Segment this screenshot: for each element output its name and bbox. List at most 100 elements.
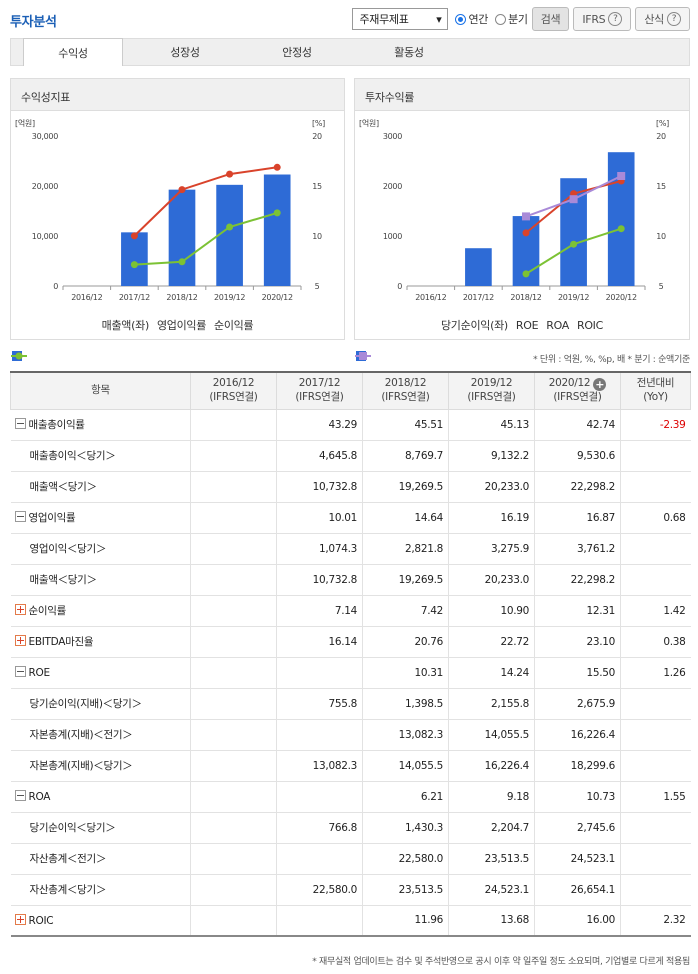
ifrs-help-button[interactable]: IFRS ?: [573, 7, 632, 31]
table-cell: 14,055.5: [448, 719, 535, 751]
yoy-cell: [620, 874, 691, 906]
legend-item[interactable]: ROIC: [355, 317, 603, 360]
panel-title: 수익성지표: [11, 79, 344, 111]
legend-label: 순이익률: [214, 319, 254, 332]
col-period: 2017/12 (IFRS연결): [276, 371, 363, 410]
search-button-label: 검색: [540, 13, 561, 26]
y-left-tick: 0: [53, 282, 58, 291]
table-cell: 11.96: [362, 905, 449, 937]
table-cell: [190, 471, 277, 503]
legend-label: ROE: [515, 318, 539, 332]
legend-item[interactable]: 매출액(좌): [12, 317, 149, 361]
yoy-cell: [620, 688, 691, 720]
tab-activity[interactable]: 활동성: [394, 46, 424, 59]
table-cell: 1,398.5: [362, 688, 449, 720]
formula-help-button[interactable]: 산식 ?: [635, 7, 690, 31]
bar: [121, 232, 148, 286]
collapse-icon[interactable]: [14, 418, 26, 429]
table-cell: [190, 626, 277, 658]
table-cell: 20,233.0: [448, 471, 535, 503]
line-point: [522, 229, 530, 237]
expand-icon[interactable]: [14, 913, 26, 925]
ifrs-label: IFRS: [582, 12, 606, 26]
table-row: 자본총계(지배)＜당기＞ 13,082.3 14,055.5 16,226.4 18,2…: [10, 750, 691, 782]
y-left-tick: 30,000: [32, 132, 58, 141]
table-cell: [190, 874, 277, 906]
table-cell: [190, 440, 277, 472]
statement-select[interactable]: 주재무제표 ▾: [352, 8, 449, 30]
table-cell: 45.13: [448, 409, 535, 441]
table-cell: 16.14: [276, 626, 363, 658]
table-cell: 16.19: [448, 502, 535, 534]
legend-item[interactable]: 순이익률: [11, 317, 254, 360]
page-title: 투자분석: [10, 15, 57, 30]
row-label: ROA: [10, 781, 191, 813]
yoy-cell: [620, 533, 691, 565]
radio-annual[interactable]: 연간: [455, 11, 488, 27]
row-label: 영업이익률: [10, 502, 191, 534]
collapse-icon[interactable]: [14, 666, 26, 677]
radio-quarter[interactable]: 분기: [495, 11, 528, 27]
row-label: 자본총계(지배)＜당기＞: [10, 750, 191, 782]
table-row: 매출총이익＜당기＞ 4,645.8 8,769.7 9,132.2 9,530.6: [10, 440, 691, 472]
legend-item[interactable]: 영업이익률: [11, 317, 206, 360]
panel-title: 투자수익률: [355, 79, 689, 111]
row-label: 매출총이익률: [10, 409, 191, 441]
tab-profitability[interactable]: 수익성: [23, 38, 123, 66]
table-cell: 22.72: [448, 626, 535, 658]
radio-dot-icon: [455, 13, 467, 25]
table-cell: 20.76: [362, 626, 449, 658]
table-row: 영업이익률 10.01 14.64 16.19 16.87 0.68: [10, 502, 691, 534]
chart-legend: 당기순이익(좌) ROE ROA ROIC: [355, 317, 689, 361]
row-label-text: 영업이익＜당기＞: [29, 543, 107, 555]
legend-item[interactable]: 당기순이익(좌): [356, 317, 508, 361]
question-icon: ?: [667, 12, 681, 26]
table-cell: 23,513.5: [362, 874, 449, 906]
table-cell: 755.8: [276, 688, 363, 720]
yoy-cell: 0.38: [620, 626, 691, 658]
row-label: ROIC: [10, 905, 191, 937]
expand-icon[interactable]: [14, 604, 26, 615]
row-label: 매출총이익＜당기＞: [10, 440, 191, 472]
y-right-tick: 5: [315, 282, 320, 291]
collapse-icon[interactable]: [14, 790, 26, 801]
legend-label: 당기순이익(좌): [440, 319, 508, 332]
col-period: 2018/12 (IFRS연결): [362, 371, 449, 410]
table-cell: [190, 409, 277, 441]
row-label-text: ROIC: [28, 914, 54, 927]
collapse-icon[interactable]: [14, 511, 26, 522]
legend-item[interactable]: ROA: [355, 317, 569, 360]
col-period: 2019/12 (IFRS연결): [448, 371, 535, 410]
search-button[interactable]: 검색: [531, 7, 570, 31]
profitability-chart: [억원] [%] 0 5 10,000 10 20,000 15 30,000 20 2016/12…: [15, 118, 325, 302]
table-cell: [190, 843, 277, 875]
table-row: 자산총계＜전기＞ 22,580.0 23,513.5 24,523.1: [10, 843, 691, 875]
table-row: 순이익률 7.14 7.42 10.90 12.31 1.42: [10, 595, 691, 627]
table-cell: [276, 719, 363, 751]
tab-growth[interactable]: 성장성: [170, 46, 200, 59]
add-column-icon[interactable]: +: [593, 377, 607, 391]
table-cell: 45.51: [362, 409, 449, 441]
legend-item[interactable]: ROE: [355, 317, 539, 360]
y-right-tick: 20: [312, 132, 322, 141]
table-cell: 4,645.8: [276, 440, 363, 472]
x-tick-label: 2019/12: [558, 293, 589, 302]
row-label: 당기순이익(지배)＜당기＞: [10, 688, 191, 720]
row-label: EBITDA마진율: [10, 626, 191, 658]
line-point: [178, 186, 186, 194]
yoy-cell: [620, 843, 691, 875]
tab-stability[interactable]: 안정성: [282, 46, 312, 59]
tab-bar: 수익성 성장성 안정성 활동성: [10, 38, 690, 66]
y-left-tick: 1000: [383, 232, 402, 241]
table-cell: [276, 781, 363, 813]
bar: [216, 184, 243, 286]
row-label-text: EBITDA마진율: [28, 636, 94, 648]
expand-icon[interactable]: [14, 635, 26, 646]
table-cell: 22,298.2: [534, 471, 621, 503]
bar: [168, 189, 196, 286]
table-cell: [190, 688, 277, 720]
row-label-text: 매출액＜당기＞: [29, 481, 98, 493]
yoy-cell: [620, 564, 691, 596]
table-cell: [190, 502, 277, 534]
chart-legend: 매출액(좌) 영업이익률 순이익률: [11, 317, 344, 361]
